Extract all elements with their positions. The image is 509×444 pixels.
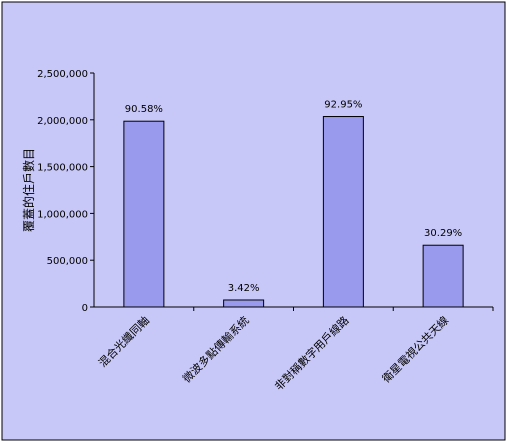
y-tick-label: 2,000,000 bbox=[37, 116, 88, 127]
y-axis-title: 覆蓋的住戶數目 bbox=[21, 148, 36, 232]
bar bbox=[223, 299, 265, 308]
y-tick-label: 1,000,000 bbox=[37, 209, 88, 220]
y-tick-label: 500,000 bbox=[47, 256, 88, 267]
data-label: 3.42% bbox=[228, 283, 260, 294]
y-tick-label: 0 bbox=[82, 303, 88, 314]
data-label: 90.58% bbox=[125, 104, 163, 115]
bar bbox=[123, 120, 165, 308]
data-label: 92.95% bbox=[324, 100, 362, 111]
y-tick-label: 2,500,000 bbox=[37, 69, 88, 80]
data-label: 30.29% bbox=[424, 228, 462, 239]
y-tick-label: 1,500,000 bbox=[37, 163, 88, 174]
bar bbox=[422, 244, 464, 308]
bar bbox=[322, 116, 364, 308]
